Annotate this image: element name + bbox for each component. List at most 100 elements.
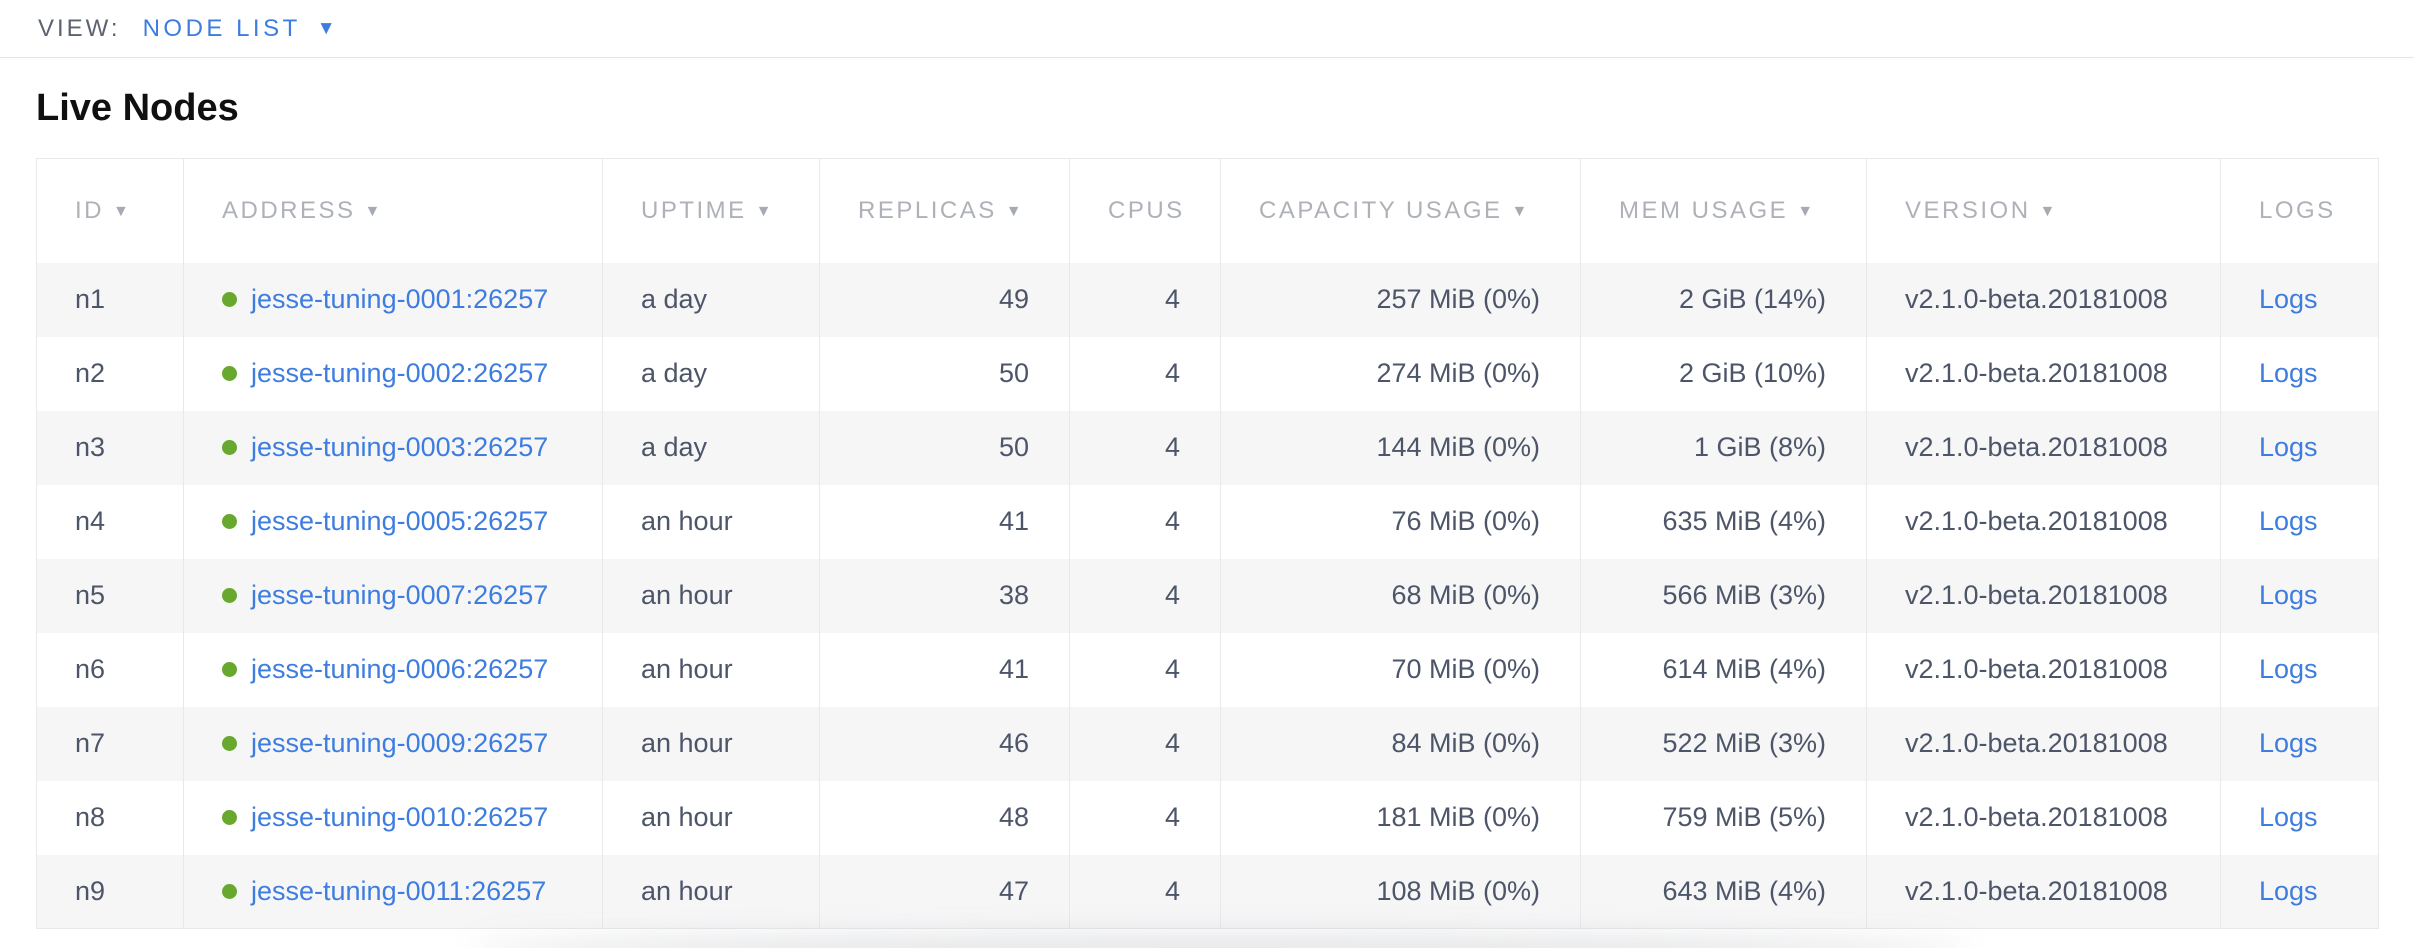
cell-uptime: an hour xyxy=(603,781,820,855)
cell-replicas: 48 xyxy=(820,781,1070,855)
cell-id: n4 xyxy=(37,485,184,559)
cell-cpus: 4 xyxy=(1070,263,1221,337)
cell-address: jesse-tuning-0003:26257 xyxy=(184,411,603,485)
cell-id: n6 xyxy=(37,633,184,707)
cell-mem: 1 GiB (8%) xyxy=(1581,411,1867,485)
column-header-id[interactable]: ID▼ xyxy=(37,159,184,263)
cell-address: jesse-tuning-0006:26257 xyxy=(184,633,603,707)
live-nodes-table: ID▼ADDRESS▼UPTIME▼REPLICAS▼CPUSCAPACITY … xyxy=(36,158,2379,929)
node-logs-link[interactable]: Logs xyxy=(2259,580,2318,610)
view-selector[interactable]: NODE LIST xyxy=(143,15,301,43)
cell-uptime: a day xyxy=(603,337,820,411)
node-address-link[interactable]: jesse-tuning-0011:26257 xyxy=(251,876,546,906)
sort-arrow-icon: ▼ xyxy=(1797,203,1815,221)
cell-uptime: a day xyxy=(603,411,820,485)
caret-down-icon[interactable]: ▼ xyxy=(317,19,336,38)
column-header-address[interactable]: ADDRESS▼ xyxy=(184,159,603,263)
node-address-link[interactable]: jesse-tuning-0009:26257 xyxy=(251,728,548,758)
cell-uptime: an hour xyxy=(603,559,820,633)
column-header-mem[interactable]: MEM USAGE ▼ xyxy=(1581,159,1867,263)
cell-cpus: 4 xyxy=(1070,633,1221,707)
node-logs-link[interactable]: Logs xyxy=(2259,654,2318,684)
cell-version: v2.1.0-beta.20181008 xyxy=(1867,337,2221,411)
node-logs-link[interactable]: Logs xyxy=(2259,432,2318,462)
cell-capacity: 84 MiB (0%) xyxy=(1221,707,1581,781)
sort-arrow-icon: ▼ xyxy=(365,203,383,221)
cell-capacity: 257 MiB (0%) xyxy=(1221,263,1581,337)
cell-capacity: 274 MiB (0%) xyxy=(1221,337,1581,411)
cell-mem: 643 MiB (4%) xyxy=(1581,855,1867,929)
cell-cpus: 4 xyxy=(1070,411,1221,485)
node-status-dot xyxy=(222,662,237,677)
cell-address: jesse-tuning-0009:26257 xyxy=(184,707,603,781)
column-label-capacity: CAPACITY USAGE xyxy=(1259,197,1503,224)
cell-cpus: 4 xyxy=(1070,485,1221,559)
column-header-replicas[interactable]: REPLICAS ▼ xyxy=(820,159,1070,263)
cell-cpus: 4 xyxy=(1070,707,1221,781)
node-row-n8: n8 jesse-tuning-0010:26257 an hour484181 M… xyxy=(37,781,2379,855)
column-label-cpus: CPUS xyxy=(1108,197,1185,224)
cell-mem: 759 MiB (5%) xyxy=(1581,781,1867,855)
node-logs-link[interactable]: Logs xyxy=(2259,506,2318,536)
cell-address: jesse-tuning-0011:26257 xyxy=(184,855,603,929)
node-address-link[interactable]: jesse-tuning-0007:26257 xyxy=(251,580,548,610)
cell-uptime: an hour xyxy=(603,855,820,929)
cell-version: v2.1.0-beta.20181008 xyxy=(1867,855,2221,929)
cell-version: v2.1.0-beta.20181008 xyxy=(1867,633,2221,707)
column-label-uptime: UPTIME xyxy=(641,197,747,224)
sort-arrow-icon: ▼ xyxy=(1512,203,1530,221)
node-status-dot xyxy=(222,514,237,529)
cell-mem: 635 MiB (4%) xyxy=(1581,485,1867,559)
node-address-link[interactable]: jesse-tuning-0006:26257 xyxy=(251,654,548,684)
column-header-uptime[interactable]: UPTIME▼ xyxy=(603,159,820,263)
page-title: Live Nodes xyxy=(36,86,2378,130)
cell-replicas: 50 xyxy=(820,337,1070,411)
column-label-replicas: REPLICAS xyxy=(858,197,997,224)
table-header-row: ID▼ADDRESS▼UPTIME▼REPLICAS▼CPUSCAPACITY … xyxy=(37,159,2379,263)
node-logs-link[interactable]: Logs xyxy=(2259,802,2318,832)
cell-cpus: 4 xyxy=(1070,337,1221,411)
node-logs-link[interactable]: Logs xyxy=(2259,358,2318,388)
node-address-link[interactable]: jesse-tuning-0003:26257 xyxy=(251,432,548,462)
node-row-n3: n3jesse-tuning-0003:26257a day504144 MiB… xyxy=(37,411,2379,485)
column-label-version: VERSION xyxy=(1905,197,2031,224)
cell-logs: Logs xyxy=(2221,559,2379,633)
cell-id: n3 xyxy=(37,411,184,485)
cell-replicas: 46 xyxy=(820,707,1070,781)
node-row-n2: n2 jesse-tuning-0002:26257 a day504274 MiB… xyxy=(37,337,2379,411)
cell-logs: Logs xyxy=(2221,707,2379,781)
cell-version: v2.1.0-beta.20181008 xyxy=(1867,411,2221,485)
column-header-capacity[interactable]: CAPACITY USAGE ▼ xyxy=(1221,159,1581,263)
cell-version: v2.1.0-beta.20181008 xyxy=(1867,781,2221,855)
column-header-cpus: CPUS xyxy=(1070,159,1221,263)
column-label-id: ID xyxy=(75,197,104,224)
cell-mem: 2 GiB (14%) xyxy=(1581,263,1867,337)
cell-logs: Logs xyxy=(2221,855,2379,929)
view-label: VIEW: xyxy=(38,15,121,43)
cell-cpus: 4 xyxy=(1070,781,1221,855)
node-status-dot xyxy=(222,736,237,751)
column-label-mem: MEM USAGE xyxy=(1619,197,1788,224)
node-address-link[interactable]: jesse-tuning-0005:26257 xyxy=(251,506,548,536)
node-address-link[interactable]: jesse-tuning-0001:26257 xyxy=(251,284,548,314)
cell-id: n8 xyxy=(37,781,184,855)
cell-replicas: 47 xyxy=(820,855,1070,929)
node-address-link[interactable]: jesse-tuning-0010:26257 xyxy=(251,802,548,832)
cell-id: n2 xyxy=(37,337,184,411)
cell-replicas: 38 xyxy=(820,559,1070,633)
column-header-version[interactable]: VERSION▼ xyxy=(1867,159,2221,263)
cell-address: jesse-tuning-0005:26257 xyxy=(184,485,603,559)
cell-id: n1 xyxy=(37,263,184,337)
node-row-n5: n5jesse-tuning-0007:26257an hour38468 Mi… xyxy=(37,559,2379,633)
node-address-link[interactable]: jesse-tuning-0002:26257 xyxy=(251,358,548,388)
node-row-n7: n7jesse-tuning-0009:26257an hour46484 Mi… xyxy=(37,707,2379,781)
node-logs-link[interactable]: Logs xyxy=(2259,728,2318,758)
cell-mem: 614 MiB (4%) xyxy=(1581,633,1867,707)
sort-arrow-icon: ▼ xyxy=(1006,203,1024,221)
bottom-shadow xyxy=(470,936,1970,948)
node-status-dot xyxy=(222,292,237,307)
node-logs-link[interactable]: Logs xyxy=(2259,284,2318,314)
node-row-n1: n1jesse-tuning-0001:26257a day494257 MiB… xyxy=(37,263,2379,337)
node-logs-link[interactable]: Logs xyxy=(2259,876,2318,906)
cell-capacity: 181 MiB (0%) xyxy=(1221,781,1581,855)
